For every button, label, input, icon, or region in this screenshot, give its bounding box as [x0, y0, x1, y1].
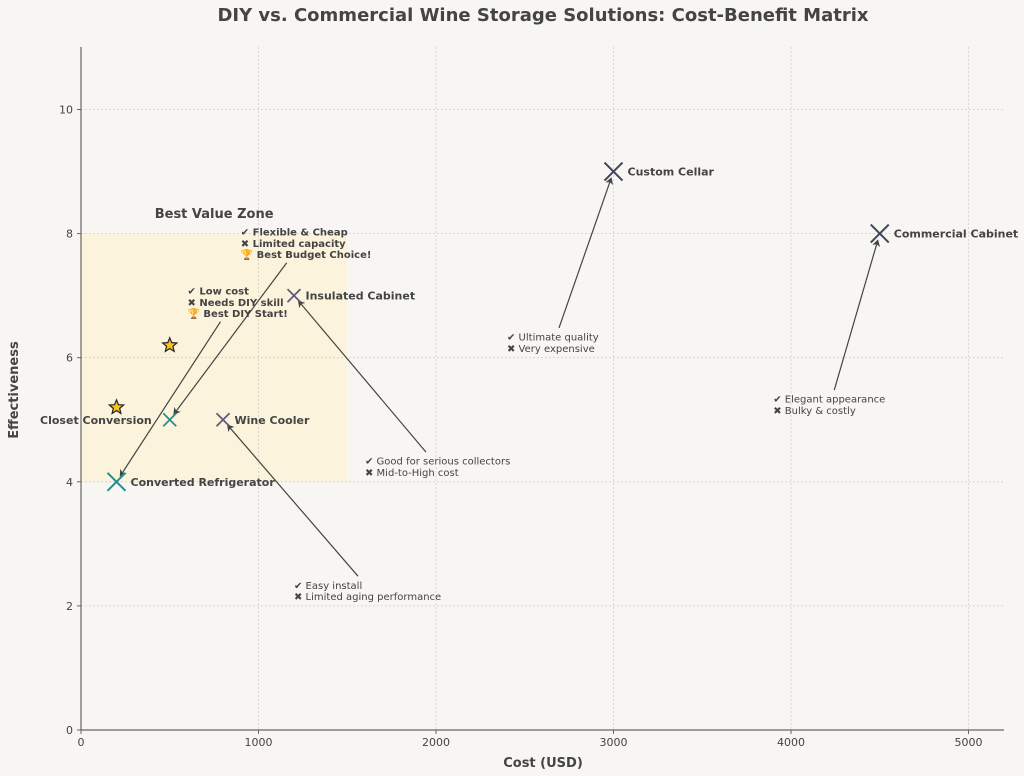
data-point-wine-cooler	[215, 412, 231, 427]
annotation-line: ✖ Limited capacity	[241, 239, 346, 250]
y-tick-label: 2	[66, 600, 73, 613]
marker-stroke	[286, 288, 302, 303]
chart-title: DIY vs. Commercial Wine Storage Solution…	[217, 5, 868, 26]
marker-stroke	[603, 161, 624, 182]
x-tick-label: 2000	[422, 736, 450, 749]
annotation-line: ✔ Easy install	[294, 581, 362, 592]
annotation-line: ✔ Low cost	[188, 287, 250, 298]
annotation-arrow-insulated-cabinet	[297, 300, 427, 453]
annotation-converted-refrigerator: ✔ Low cost ✖ Needs DIY skill 🏆 Best DIY St…	[188, 287, 288, 320]
annotation-commercial-cabinet: ✔ Elegant appearance ✖ Bulky & costly	[773, 395, 885, 417]
x-tick-label: 0	[78, 736, 85, 749]
annotation-closet-conversion: ✔ Flexible & Cheap ✖ Limited capacity 🏆 Be…	[241, 228, 372, 261]
data-point-insulated-cabinet	[286, 288, 302, 303]
star-marker	[107, 398, 126, 415]
annotation-arrow-converted-refrigerator	[119, 321, 222, 477]
y-tick-label: 6	[66, 352, 73, 365]
annotation-line: ✖ Very expensive	[507, 344, 595, 355]
data-point-converted-refrigerator	[106, 472, 127, 492]
x-tick-label: 3000	[600, 736, 628, 749]
annotation-line: ✔ Elegant appearance	[773, 395, 885, 406]
data-point-custom-cellar	[603, 161, 624, 182]
point-label-wine-cooler: Wine Cooler	[235, 414, 310, 427]
annotation-arrow-custom-cellar	[558, 177, 614, 329]
annotation-insulated-cabinet: ✔ Good for serious collectors ✖ Mid-to-Hi…	[365, 457, 510, 479]
point-label-converted-refrigerator: Converted Refrigerator	[131, 476, 276, 489]
annotation-line: ✔ Flexible & Cheap	[241, 228, 348, 239]
marker-stroke	[215, 412, 231, 427]
x-tick-label: 1000	[245, 736, 273, 749]
annotation-line: ✖ Mid-to-High cost	[365, 468, 459, 479]
annotation-line: ✔ Good for serious collectors	[365, 457, 510, 468]
marker-stroke	[162, 412, 177, 427]
best-value-zone-label: Best Value Zone	[155, 207, 274, 222]
point-label-closet-conversion: Closet Conversion	[40, 414, 152, 427]
y-tick-label: 0	[66, 724, 73, 737]
annotation-arrow-wine-cooler	[226, 424, 359, 577]
annotation-arrow-closet-conversion	[173, 262, 288, 415]
y-tick-label: 10	[59, 104, 73, 117]
data-point-commercial-cabinet	[870, 223, 890, 244]
annotation-arrow-commercial-cabinet	[833, 239, 880, 391]
annotation-wine-cooler: ✔ Easy install ✖ Limited aging performanc…	[294, 581, 441, 603]
annotation-line: 🏆 Best Budget Choice!	[241, 248, 372, 261]
star-marker	[161, 336, 179, 353]
annotation-line: ✖ Needs DIY skill	[188, 298, 284, 309]
annotation-line: ✔ Ultimate quality	[507, 333, 599, 344]
data-point-closet-conversion	[162, 412, 177, 427]
annotation-line: ✖ Bulky & costly	[773, 406, 856, 417]
y-axis-label: Effectiveness	[7, 341, 22, 439]
x-axis-label: Cost (USD)	[503, 756, 583, 771]
annotation-line: 🏆 Best DIY Start!	[188, 307, 288, 320]
point-label-commercial-cabinet: Commercial Cabinet	[894, 228, 1018, 241]
annotation-line: ✖ Limited aging performance	[294, 592, 441, 603]
x-tick-label: 5000	[955, 736, 983, 749]
point-label-insulated-cabinet: Insulated Cabinet	[306, 290, 416, 303]
marker-stroke	[870, 223, 890, 244]
point-label-custom-cellar: Custom Cellar	[628, 166, 715, 179]
annotation-custom-cellar: ✔ Ultimate quality ✖ Very expensive	[507, 333, 599, 355]
y-tick-label: 4	[66, 476, 73, 489]
y-tick-label: 8	[66, 228, 73, 241]
x-tick-label: 4000	[777, 736, 805, 749]
marker-stroke	[106, 472, 127, 492]
